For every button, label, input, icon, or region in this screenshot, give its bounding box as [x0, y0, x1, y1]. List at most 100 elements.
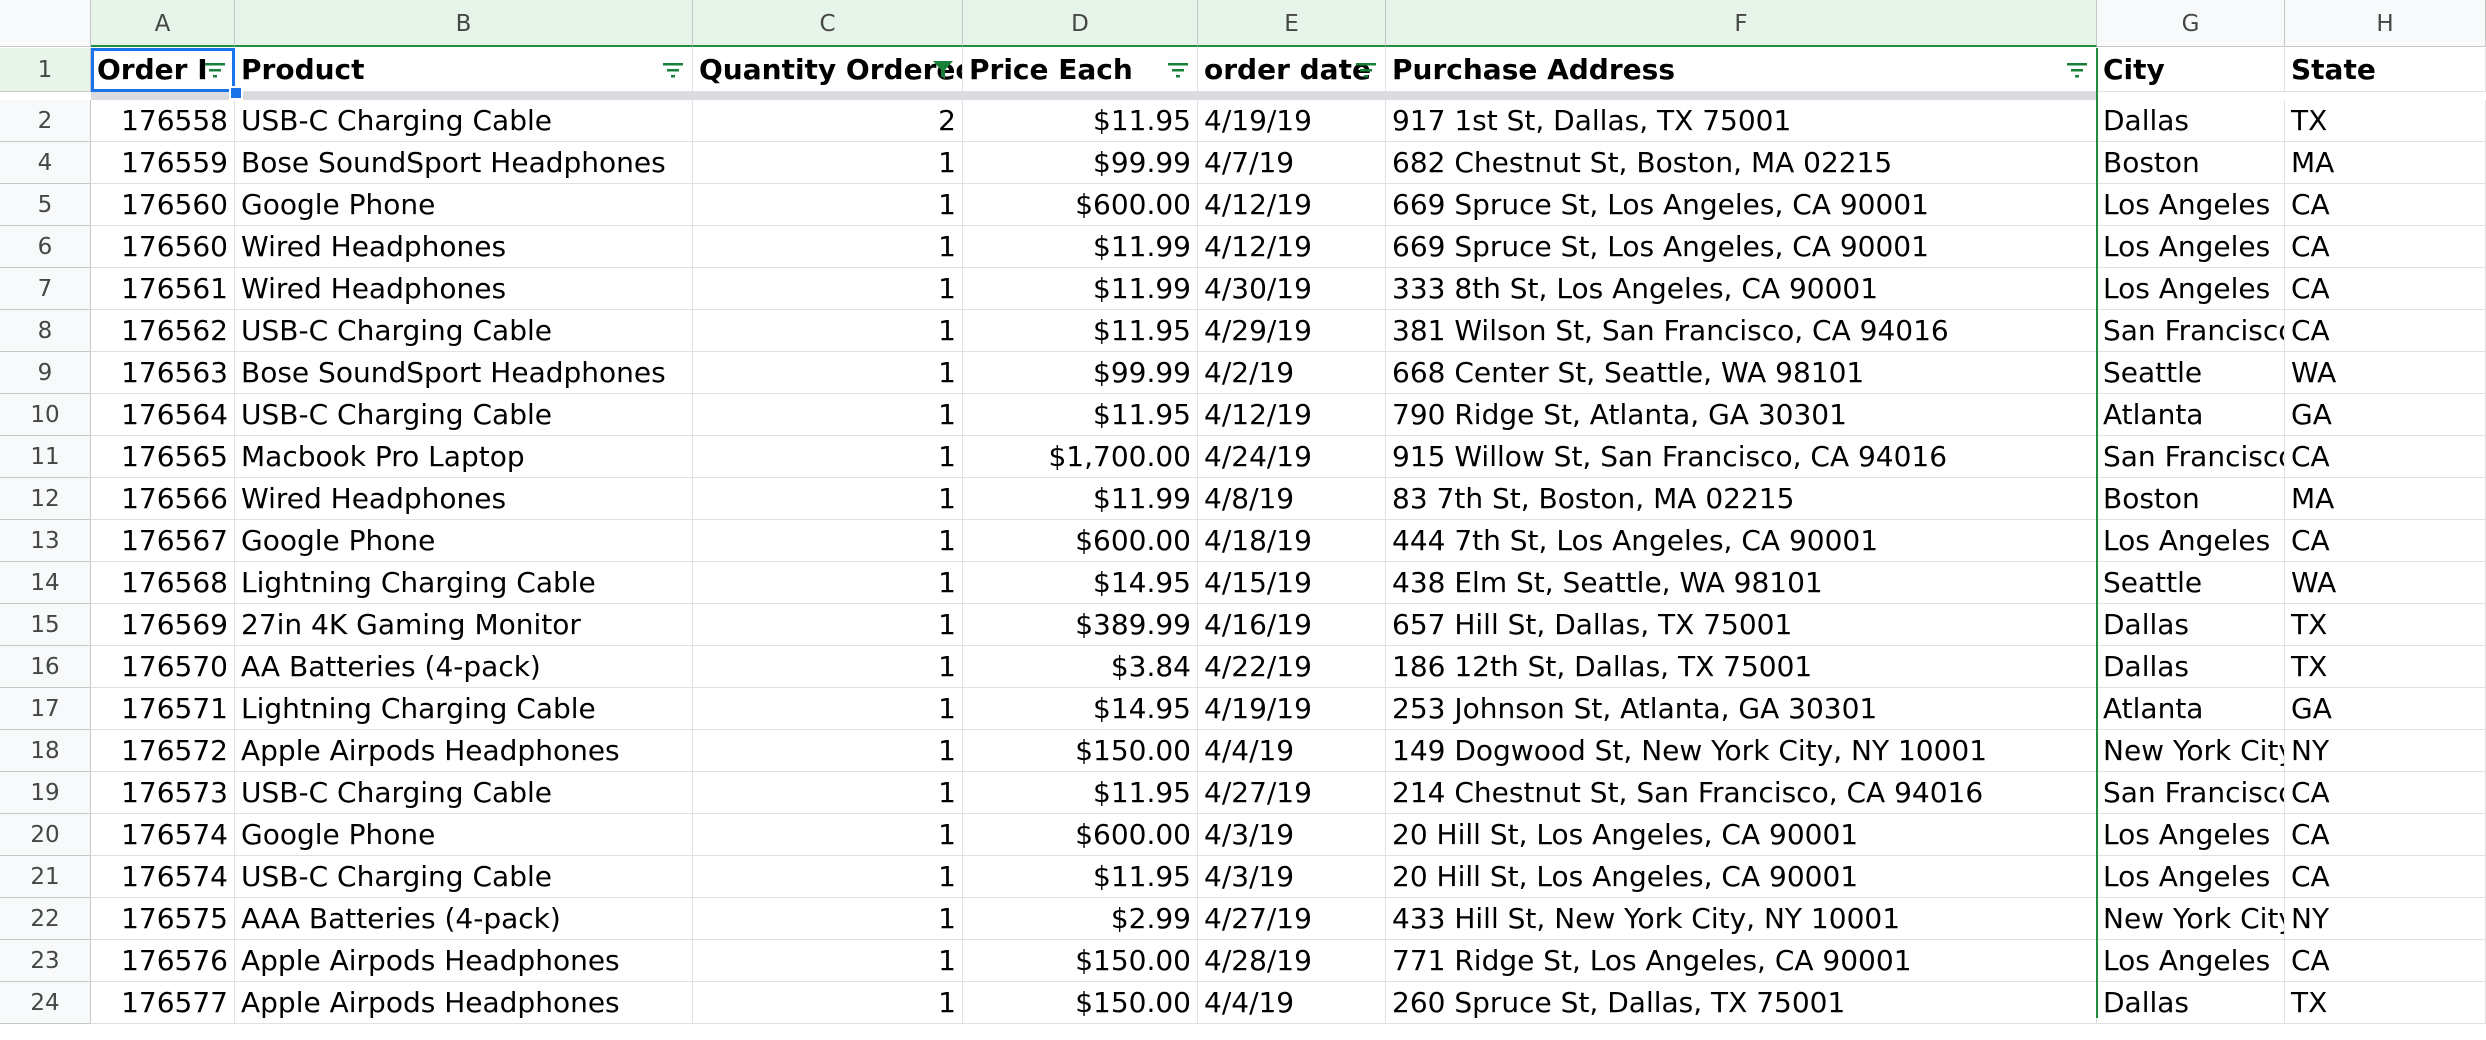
cell-product[interactable]: USB-C Charging Cable: [235, 394, 693, 436]
cell-order-id[interactable]: 176563: [91, 352, 235, 394]
cell-price[interactable]: $150.00: [963, 940, 1198, 982]
row-header-24[interactable]: 24: [0, 982, 91, 1024]
cell-order-date[interactable]: 4/30/19: [1198, 268, 1386, 310]
frozen-row-divider[interactable]: [91, 92, 2097, 100]
cell-city[interactable]: Dallas: [2097, 646, 2285, 688]
cell-order-id[interactable]: 176568: [91, 562, 235, 604]
cell-product[interactable]: USB-C Charging Cable: [235, 772, 693, 814]
cell-state[interactable]: CA: [2285, 772, 2486, 814]
cell-address[interactable]: 790 Ridge St, Atlanta, GA 30301: [1386, 394, 2097, 436]
cell-quantity[interactable]: 2: [693, 100, 963, 142]
cell-price[interactable]: $1,700.00: [963, 436, 1198, 478]
cell-address[interactable]: 915 Willow St, San Francisco, CA 94016: [1386, 436, 2097, 478]
cell-price[interactable]: $11.95: [963, 100, 1198, 142]
cell-price[interactable]: $600.00: [963, 520, 1198, 562]
column-header-f[interactable]: F: [1386, 0, 2097, 47]
cell-state[interactable]: CA: [2285, 436, 2486, 478]
cell-city[interactable]: Seattle: [2097, 352, 2285, 394]
column-header-g[interactable]: G: [2097, 0, 2285, 47]
cell-product[interactable]: Lightning Charging Cable: [235, 688, 693, 730]
cell-state[interactable]: CA: [2285, 226, 2486, 268]
cell-state[interactable]: NY: [2285, 730, 2486, 772]
column-header-d[interactable]: D: [963, 0, 1198, 47]
row-header-23[interactable]: 23: [0, 940, 91, 982]
cell-quantity[interactable]: 1: [693, 940, 963, 982]
cell-product[interactable]: Wired Headphones: [235, 268, 693, 310]
cell-quantity[interactable]: 1: [693, 814, 963, 856]
cell-quantity[interactable]: 1: [693, 604, 963, 646]
cell-price[interactable]: $99.99: [963, 142, 1198, 184]
row-header-1[interactable]: 1: [0, 48, 91, 92]
cell-quantity[interactable]: 1: [693, 394, 963, 436]
cell-quantity[interactable]: 1: [693, 772, 963, 814]
cell-address[interactable]: 771 Ridge St, Los Angeles, CA 90001: [1386, 940, 2097, 982]
cell-product[interactable]: Google Phone: [235, 184, 693, 226]
cell-quantity[interactable]: 1: [693, 646, 963, 688]
cell-address[interactable]: 20 Hill St, Los Angeles, CA 90001: [1386, 814, 2097, 856]
cell-order-id[interactable]: 176567: [91, 520, 235, 562]
column-header-c[interactable]: C: [693, 0, 963, 47]
funnel-icon[interactable]: [931, 59, 957, 81]
cell-quantity[interactable]: 1: [693, 730, 963, 772]
cell-city[interactable]: New York City: [2097, 898, 2285, 940]
header-cell-address[interactable]: Purchase Address: [1386, 48, 2097, 92]
cell-state[interactable]: CA: [2285, 184, 2486, 226]
cell-state[interactable]: CA: [2285, 940, 2486, 982]
row-header-10[interactable]: 10: [0, 394, 91, 436]
cell-order-date[interactable]: 4/29/19: [1198, 310, 1386, 352]
cell-city[interactable]: New York City: [2097, 730, 2285, 772]
cell-address[interactable]: 682 Chestnut St, Boston, MA 02215: [1386, 142, 2097, 184]
cell-order-date[interactable]: 4/19/19: [1198, 688, 1386, 730]
cell-address[interactable]: 438 Elm St, Seattle, WA 98101: [1386, 562, 2097, 604]
cell-order-id[interactable]: 176576: [91, 940, 235, 982]
cell-product[interactable]: Bose SoundSport Headphones: [235, 142, 693, 184]
cell-city[interactable]: San Francisco: [2097, 310, 2285, 352]
header-cell-city[interactable]: City: [2097, 48, 2285, 92]
row-header-16[interactable]: 16: [0, 646, 91, 688]
cell-state[interactable]: CA: [2285, 310, 2486, 352]
cell-order-id[interactable]: 176558: [91, 100, 235, 142]
cell-state[interactable]: CA: [2285, 814, 2486, 856]
cell-order-id[interactable]: 176574: [91, 856, 235, 898]
cell-state[interactable]: CA: [2285, 856, 2486, 898]
cell-order-date[interactable]: 4/3/19: [1198, 814, 1386, 856]
cell-state[interactable]: TX: [2285, 646, 2486, 688]
cell-order-id[interactable]: 176572: [91, 730, 235, 772]
filter-lines-icon[interactable]: [1354, 59, 1380, 81]
cell-state[interactable]: WA: [2285, 352, 2486, 394]
cell-product[interactable]: AA Batteries (4-pack): [235, 646, 693, 688]
cell-quantity[interactable]: 1: [693, 856, 963, 898]
cell-state[interactable]: WA: [2285, 562, 2486, 604]
header-cell-quantity[interactable]: Quantity Orderec: [693, 48, 963, 92]
cell-order-date[interactable]: 4/28/19: [1198, 940, 1386, 982]
cell-order-date[interactable]: 4/12/19: [1198, 184, 1386, 226]
cell-order-date[interactable]: 4/2/19: [1198, 352, 1386, 394]
cell-order-id[interactable]: 176566: [91, 478, 235, 520]
row-header-14[interactable]: 14: [0, 562, 91, 604]
cell-order-date[interactable]: 4/24/19: [1198, 436, 1386, 478]
cell-city[interactable]: San Francisco: [2097, 772, 2285, 814]
cell-order-id[interactable]: 176560: [91, 184, 235, 226]
row-header-4[interactable]: 4: [0, 142, 91, 184]
cell-price[interactable]: $11.95: [963, 772, 1198, 814]
cell-quantity[interactable]: 1: [693, 982, 963, 1024]
cell-city[interactable]: San Francisco: [2097, 436, 2285, 478]
cell-product[interactable]: 27in 4K Gaming Monitor: [235, 604, 693, 646]
header-cell-price[interactable]: Price Each: [963, 48, 1198, 92]
row-header-12[interactable]: 12: [0, 478, 91, 520]
row-header-6[interactable]: 6: [0, 226, 91, 268]
row-header-20[interactable]: 20: [0, 814, 91, 856]
cell-order-id[interactable]: 176570: [91, 646, 235, 688]
cell-city[interactable]: Dallas: [2097, 100, 2285, 142]
cell-order-id[interactable]: 176577: [91, 982, 235, 1024]
cell-product[interactable]: Macbook Pro Laptop: [235, 436, 693, 478]
cell-quantity[interactable]: 1: [693, 562, 963, 604]
cell-address[interactable]: 149 Dogwood St, New York City, NY 10001: [1386, 730, 2097, 772]
cell-address[interactable]: 657 Hill St, Dallas, TX 75001: [1386, 604, 2097, 646]
cell-city[interactable]: Dallas: [2097, 982, 2285, 1024]
cell-order-id[interactable]: 176559: [91, 142, 235, 184]
row-header-17[interactable]: 17: [0, 688, 91, 730]
cell-product[interactable]: Apple Airpods Headphones: [235, 730, 693, 772]
cell-address[interactable]: 381 Wilson St, San Francisco, CA 94016: [1386, 310, 2097, 352]
row-header-9[interactable]: 9: [0, 352, 91, 394]
